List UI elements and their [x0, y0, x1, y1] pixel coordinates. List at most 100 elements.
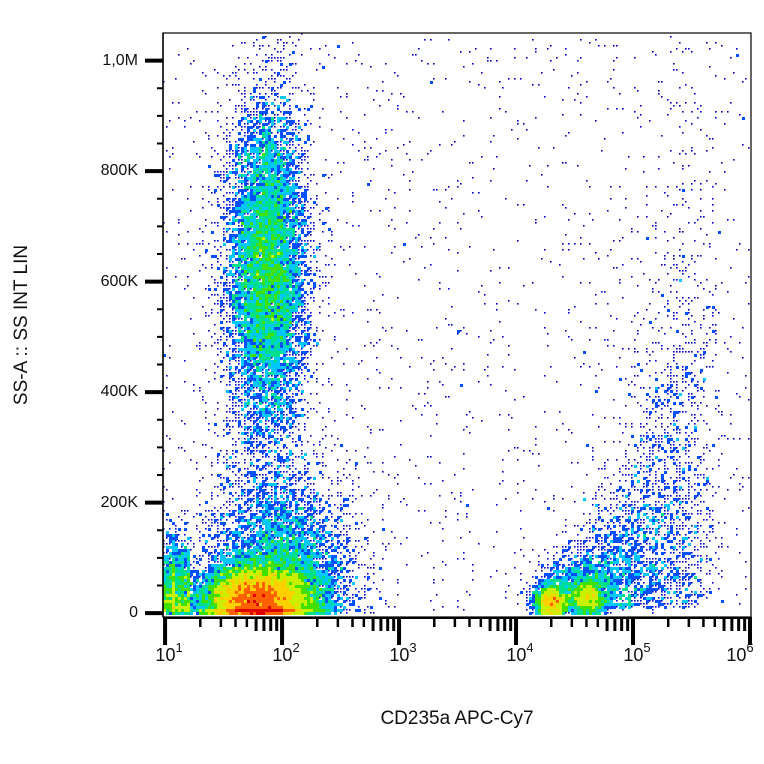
density-bin: [646, 489, 649, 492]
density-bin: [706, 483, 708, 485]
density-bin: [301, 201, 303, 203]
density-bin: [277, 303, 280, 306]
density-bin: [727, 291, 729, 293]
density-bin: [163, 468, 165, 470]
density-bin: [277, 468, 279, 470]
density-bin: [685, 462, 687, 464]
density-bin: [580, 84, 582, 86]
density-bin: [301, 495, 303, 497]
density-bin: [307, 339, 309, 341]
density-bin: [256, 198, 259, 201]
density-bin: [244, 141, 247, 144]
density-bin: [703, 378, 706, 381]
density-bin: [214, 414, 216, 416]
density-bin: [238, 237, 241, 240]
density-bin: [280, 51, 282, 53]
density-bin: [253, 72, 255, 74]
density-bin: [310, 477, 312, 479]
density-bin: [256, 222, 259, 225]
density-bin: [376, 156, 378, 158]
density-bin: [232, 117, 234, 119]
density-bin: [262, 369, 264, 371]
density-bin: [202, 477, 204, 479]
density-bin: [259, 288, 262, 291]
density-bin: [619, 378, 622, 381]
density-bin: [232, 198, 235, 201]
density-bin: [262, 165, 265, 168]
density-bin: [244, 132, 246, 134]
density-bin: [277, 159, 280, 162]
density-bin: [256, 363, 259, 366]
density-bin: [304, 459, 306, 461]
density-bin: [232, 237, 235, 240]
density-bin: [247, 399, 250, 402]
density-bin: [280, 60, 282, 62]
density-bin: [589, 327, 591, 329]
density-bin: [211, 192, 213, 194]
density-bin: [283, 405, 285, 407]
density-bin: [274, 195, 277, 198]
density-bin: [217, 102, 219, 104]
density-bin: [223, 282, 226, 285]
density-bin: [673, 393, 676, 396]
density-bin: [262, 360, 265, 363]
density-bin: [286, 42, 288, 44]
density-bin: [244, 63, 246, 65]
density-bin: [685, 84, 687, 86]
density-bin: [736, 54, 739, 57]
density-bin: [259, 444, 261, 446]
density-bin: [259, 357, 262, 360]
density-bin: [691, 342, 693, 344]
density-bin: [691, 123, 693, 125]
density-bin: [205, 369, 207, 371]
density-bin: [232, 72, 234, 74]
density-bin: [247, 273, 249, 275]
density-bin: [244, 42, 246, 44]
density-bin: [274, 114, 276, 116]
density-bin: [250, 342, 253, 345]
density-bin: [292, 177, 295, 180]
density-bin: [301, 318, 304, 321]
density-bin: [241, 381, 243, 383]
density-bin: [250, 114, 252, 116]
density-bin: [280, 57, 282, 59]
density-bin: [670, 150, 672, 152]
density-bin: [283, 342, 286, 345]
density-bin: [682, 411, 684, 413]
density-bin: [277, 186, 280, 189]
density-bin: [553, 147, 555, 149]
density-bin: [658, 90, 660, 92]
density-bin: [310, 144, 312, 146]
density-bin: [673, 69, 675, 71]
density-bin: [202, 231, 204, 233]
density-bin: [655, 438, 657, 440]
density-bin: [232, 249, 235, 252]
density-bin: [289, 219, 292, 222]
density-bin: [481, 285, 483, 287]
density-bin: [262, 333, 265, 336]
density-bin: [256, 204, 259, 207]
density-bin: [670, 267, 672, 269]
density-bin: [241, 273, 244, 276]
density-bin: [238, 252, 241, 255]
density-bin: [685, 480, 687, 482]
density-bin: [253, 246, 256, 249]
density-bin: [277, 276, 280, 279]
density-bin: [271, 417, 274, 420]
density-bin: [667, 114, 669, 116]
density-bin: [241, 252, 244, 255]
density-bin: [241, 291, 244, 294]
density-bin: [661, 210, 663, 212]
density-bin: [679, 429, 681, 431]
density-bin: [289, 228, 292, 231]
density-bin: [277, 390, 280, 393]
density-bin: [319, 219, 321, 221]
density-bin: [217, 153, 219, 155]
density-bin: [664, 369, 666, 371]
density-bin: [247, 357, 250, 360]
density-bin: [337, 477, 339, 479]
density-bin: [229, 384, 231, 386]
density-bin: [649, 303, 651, 305]
density-bin: [271, 117, 274, 120]
density-bin: [274, 174, 277, 177]
